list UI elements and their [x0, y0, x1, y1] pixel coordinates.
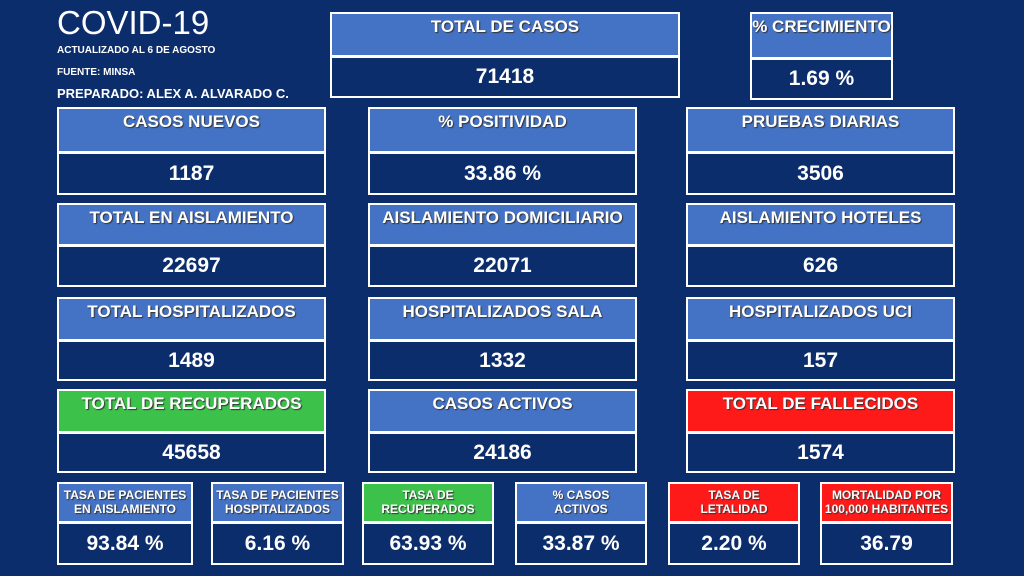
- card-label: % CRECIMIENTO: [752, 17, 891, 36]
- title: COVID-19: [57, 4, 210, 41]
- card-value: 93.84 %: [57, 522, 193, 565]
- card-header: TASA DE PACIENTES HOSPITALIZADOS: [211, 482, 344, 523]
- card-header: MORTALIDAD POR 100,000 HABITANTES: [820, 482, 953, 523]
- card-header: AISLAMIENTO DOMICILIARIO: [368, 203, 637, 246]
- card-value: 1187: [57, 152, 326, 195]
- card-header: TASA DE RECUPERADOS: [362, 482, 494, 523]
- card-label: TASA DE: [402, 488, 454, 503]
- card-header: CASOS ACTIVOS: [368, 389, 637, 433]
- card-label: TOTAL DE FALLECIDOS: [722, 394, 919, 413]
- card-header: TOTAL DE FALLECIDOS: [686, 389, 955, 433]
- card-label: 100,000 HABITANTES: [824, 501, 949, 516]
- card-label: CASOS ACTIVOS: [432, 394, 573, 413]
- card-label: TASA DE PACIENTES: [63, 488, 187, 503]
- card-label: RECUPERADOS: [381, 501, 475, 516]
- card-label: CASOS NUEVOS: [123, 112, 260, 131]
- card-header: % POSITIVIDAD: [368, 107, 637, 153]
- card-header: % CRECIMIENTO: [750, 12, 893, 59]
- card-header: TOTAL EN AISLAMIENTO: [57, 203, 326, 246]
- card-header: AISLAMIENTO HOTELES: [686, 203, 955, 246]
- card-header: TOTAL DE CASOS: [330, 12, 680, 57]
- card-label: AISLAMIENTO HOTELES: [719, 208, 922, 227]
- card-value: 33.86 %: [368, 152, 637, 195]
- source: FUENTE: MINSA: [57, 67, 136, 78]
- card-value: 157: [686, 340, 955, 381]
- card-label: TOTAL HOSPITALIZADOS: [87, 302, 296, 321]
- card-label: % CASOS: [552, 488, 610, 503]
- card-header: TOTAL HOSPITALIZADOS: [57, 297, 326, 341]
- card-label: LETALIDAD: [700, 501, 768, 516]
- card-label: MORTALIDAD POR: [831, 488, 942, 503]
- card-value: 626: [686, 245, 955, 287]
- card-header: HOSPITALIZADOS SALA: [368, 297, 637, 341]
- card-value: 1.69 %: [750, 58, 893, 100]
- card-value: 36.79: [820, 522, 953, 565]
- card-value: 63.93 %: [362, 522, 494, 565]
- card-header: TOTAL DE RECUPERADOS: [57, 389, 326, 433]
- card-header: HOSPITALIZADOS UCI: [686, 297, 955, 341]
- card-value: 24186: [368, 432, 637, 473]
- card-header: % CASOS ACTIVOS: [515, 482, 647, 523]
- card-value: 45658: [57, 432, 326, 473]
- card-label: TASA DE: [708, 488, 760, 503]
- card-label: TOTAL DE RECUPERADOS: [81, 394, 302, 413]
- card-label: HOSPITALIZADOS UCI: [729, 302, 912, 321]
- card-label: % POSITIVIDAD: [438, 112, 567, 131]
- card-value: 6.16 %: [211, 522, 344, 565]
- card-value: 3506: [686, 152, 955, 195]
- card-value: 71418: [330, 56, 680, 98]
- prepared: PREPARADO: ALEX A. ALVARADO C.: [57, 86, 289, 101]
- card-value: 1574: [686, 432, 955, 473]
- card-label: HOSPITALIZADOS: [224, 501, 331, 516]
- card-value: 22071: [368, 245, 637, 287]
- card-value: 1332: [368, 340, 637, 381]
- card-label: AISLAMIENTO DOMICILIARIO: [382, 208, 623, 227]
- card-value: 22697: [57, 245, 326, 287]
- card-header: CASOS NUEVOS: [57, 107, 326, 153]
- card-header: TASA DE LETALIDAD: [668, 482, 800, 523]
- card-header: PRUEBAS DIARIAS: [686, 107, 955, 153]
- card-label: EN AISLAMIENTO: [73, 501, 176, 516]
- card-label: ACTIVOS: [554, 501, 608, 516]
- card-value: 33.87 %: [515, 522, 647, 565]
- card-header: TASA DE PACIENTES EN AISLAMIENTO: [57, 482, 193, 523]
- card-label: TOTAL DE CASOS: [430, 17, 580, 36]
- card-value: 1489: [57, 340, 326, 381]
- updated: ACTUALIZADO AL 6 DE AGOSTO: [57, 45, 216, 56]
- card-value: 2.20 %: [668, 522, 800, 565]
- card-label: HOSPITALIZADOS SALA: [402, 302, 603, 321]
- card-label: PRUEBAS DIARIAS: [741, 112, 900, 131]
- card-label: TASA DE PACIENTES: [216, 488, 339, 503]
- card-label: TOTAL EN AISLAMIENTO: [89, 208, 294, 227]
